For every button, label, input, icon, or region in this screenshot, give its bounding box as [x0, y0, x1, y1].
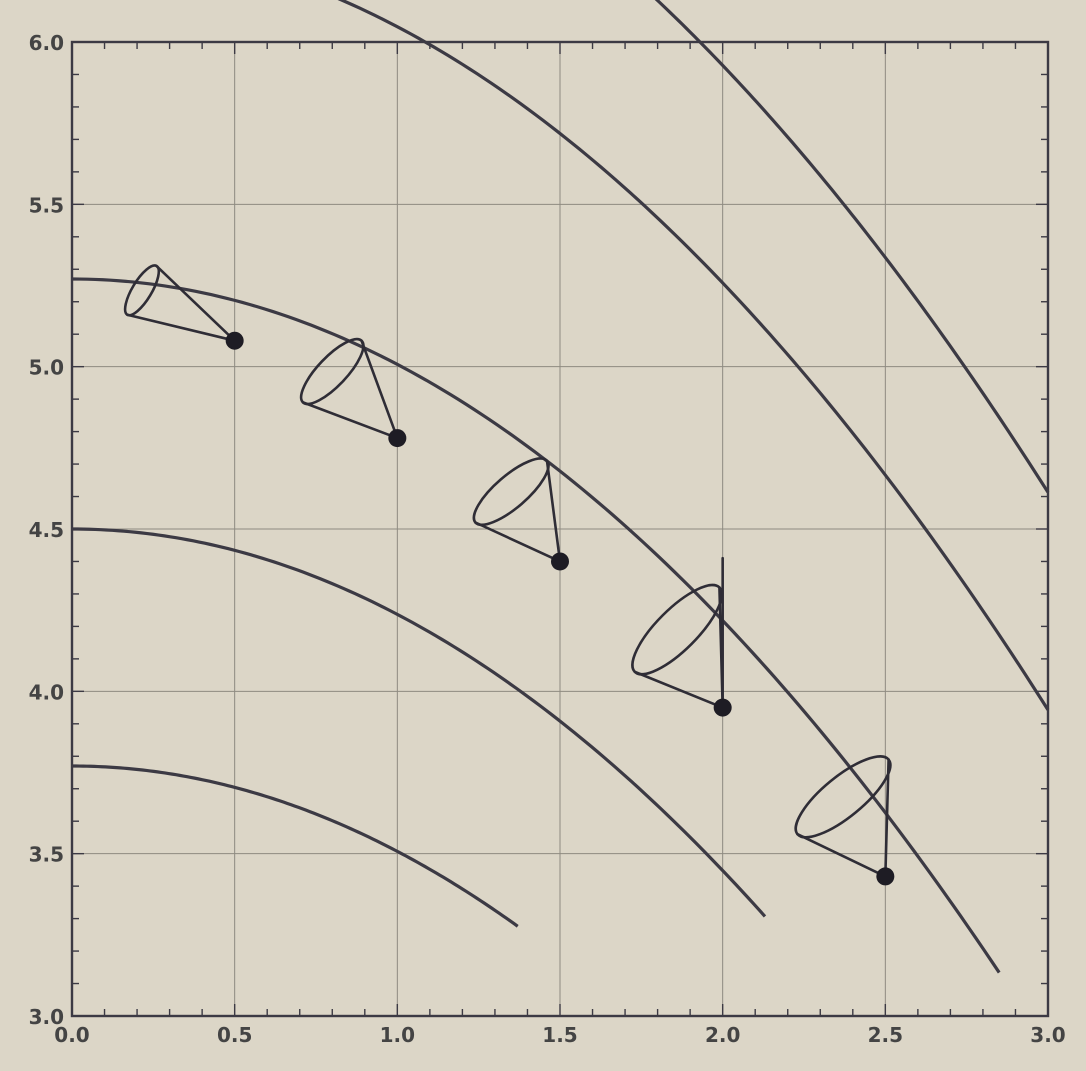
marked-point-4 [876, 867, 895, 886]
cone-side [155, 264, 236, 342]
x-tick-label-6: 3.0 [1030, 1023, 1065, 1047]
x-tick-label-4: 2.0 [705, 1023, 740, 1047]
cone-rim [299, 337, 365, 406]
x-tick-label-3: 1.5 [542, 1023, 577, 1047]
y-tick-label-0: 6.0 [29, 31, 64, 55]
y-tick-label-4: 4.0 [29, 680, 64, 704]
plot-frame [70, 40, 1050, 1018]
cone-side [126, 313, 236, 342]
x-tick-label-2: 1.0 [380, 1023, 415, 1047]
cone-rim [794, 755, 892, 839]
curve-0 [337, 0, 1050, 711]
x-tick-label-5: 2.5 [868, 1023, 903, 1047]
marked-point-1 [388, 429, 407, 448]
y-tick-label-6: 3.0 [29, 1005, 64, 1029]
x-tick-label-0: 0.0 [54, 1023, 89, 1047]
cone-rim [631, 583, 724, 676]
marked-point-3 [713, 698, 732, 717]
marked-points [225, 331, 895, 886]
y-tick-label-5: 3.5 [29, 843, 64, 867]
x-tick-label-1: 0.5 [217, 1023, 252, 1047]
cone-side [884, 758, 890, 878]
cone-sketches [123, 264, 892, 878]
cone-rim [472, 457, 550, 527]
cone-side [796, 832, 887, 878]
curve-3 [71, 527, 767, 918]
curve-1 [654, 0, 1050, 494]
cone-rim [123, 264, 161, 317]
cone-4 [794, 755, 892, 878]
curve-4 [71, 764, 519, 928]
marked-point-0 [225, 331, 244, 350]
cone-0 [123, 264, 236, 342]
y-tick-label-2: 5.0 [29, 356, 64, 380]
marked-point-2 [551, 552, 569, 571]
cone-side [633, 670, 724, 709]
curve-2 [71, 277, 1001, 974]
cone-side [301, 401, 399, 440]
curves [71, 0, 1050, 974]
cone-side [474, 521, 562, 563]
cone-side [545, 459, 562, 563]
cone-3 [631, 556, 724, 709]
cone-1 [299, 337, 399, 440]
y-tick-label-3: 4.5 [29, 518, 64, 542]
cone-side [360, 339, 399, 440]
y-tick-label-1: 5.5 [29, 193, 64, 217]
tick-labels: 0.0 0.5 1.0 1.5 2.0 2.5 3.0 6.0 5.5 5.0 4.5 4.0 3.5 3… [29, 31, 1066, 1047]
cone-2 [472, 457, 562, 563]
